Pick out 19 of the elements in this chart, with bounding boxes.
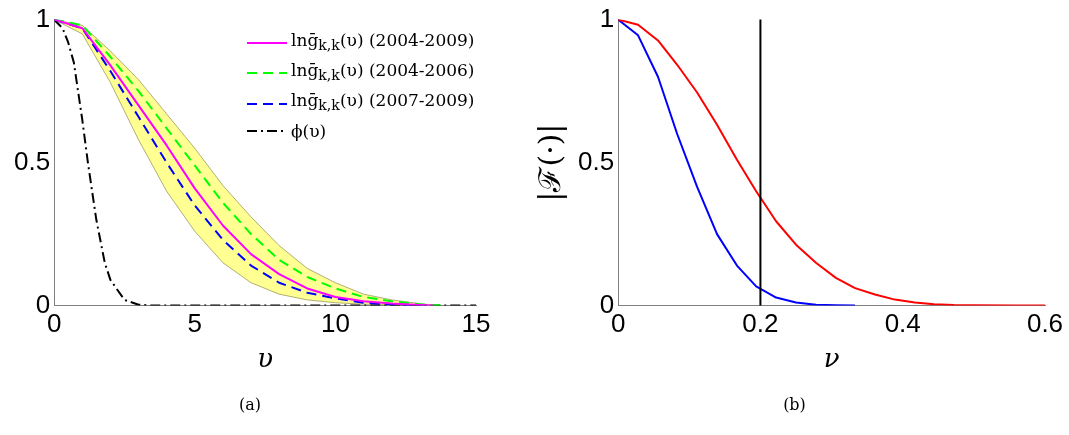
y-axis-title: |ℱ(·)| xyxy=(531,123,567,202)
x-tick-label: 5 xyxy=(187,308,202,339)
legend-label: lnḡ$_{k,k}$(υ) (2004-2006) xyxy=(291,59,475,86)
y-tick-label: 0.5 xyxy=(577,145,615,176)
x-axis-title: ν xyxy=(823,343,840,374)
legend-label: ϕ(υ) xyxy=(291,119,327,143)
text: (a) xyxy=(238,395,262,414)
y-tick-label: 0.5 xyxy=(13,145,51,176)
x-tick-label: 15 xyxy=(461,308,491,339)
x-tick-label: 0.6 xyxy=(1026,308,1064,339)
y-tick-label: 1 xyxy=(599,2,615,33)
x-tick-label: 0.4 xyxy=(884,308,921,339)
text: (b) xyxy=(782,395,807,414)
legend-label: lnḡ$_{k,k}$(υ) (2007-2009) xyxy=(291,89,475,116)
legend-label: lnḡ$_{k,k}$(υ) (2004-2009) xyxy=(291,28,475,55)
x-tick-label: 0.2 xyxy=(742,308,779,339)
y-tick-label: 1 xyxy=(35,2,51,33)
x-tick-label: 10 xyxy=(320,308,350,339)
x-axis-title: υ xyxy=(257,343,274,374)
